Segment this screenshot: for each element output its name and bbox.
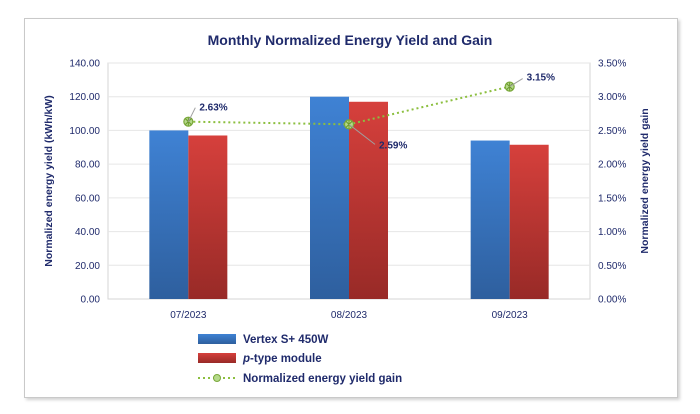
bar-vertex [149, 130, 189, 299]
y2-tick-label: 2.00% [598, 160, 626, 171]
y-tick-label: 60.00 [75, 193, 100, 204]
chart-title: Monthly Normalized Energy Yield and Gain [208, 32, 493, 48]
bar-ptype [349, 101, 388, 300]
y2-tick-label: 2.50% [598, 126, 626, 137]
x-tick-label: 07/2023 [170, 310, 207, 321]
y2-axis-label: Normalized energy yield gain [639, 108, 651, 253]
y-tick-label: 80.00 [75, 160, 100, 171]
y-tick-label: 40.00 [75, 227, 100, 238]
gain-data-label: 3.15% [527, 73, 555, 84]
y2-tick-label: 3.00% [598, 92, 626, 103]
y2-tick-label: 3.50% [598, 59, 626, 70]
legend-label: Vertex S+ 450W [243, 334, 328, 346]
data-label-leader [509, 78, 523, 88]
bar-ptype [509, 144, 549, 299]
gain-marker-star [184, 117, 192, 126]
gain-data-label: 2.63% [199, 103, 227, 114]
gain-data-label: 2.59% [379, 140, 407, 151]
y-tick-label: 100.00 [69, 126, 100, 137]
bar-vertex [470, 140, 510, 299]
y2-tick-label: 1.00% [598, 227, 626, 238]
legend-swatch-gain-marker [213, 374, 221, 382]
y-axis-label: Normalized energy yield (kWh/kW) [43, 95, 55, 267]
y2-tick-label: 1.50% [598, 193, 626, 204]
legend-label: Normalized energy yield gain [243, 373, 402, 385]
data-label-leader [187, 107, 196, 122]
y2-tick-label: 0.50% [598, 261, 626, 272]
legend-swatch-ptype [198, 353, 236, 363]
legend-label: p-type module [242, 353, 322, 365]
data-label-leader [348, 123, 376, 145]
legend-swatch-vertex [198, 334, 236, 344]
x-tick-label: 09/2023 [492, 310, 529, 321]
y-tick-label: 120.00 [69, 92, 100, 103]
bar-vertex [310, 96, 349, 299]
y-tick-label: 0.00 [81, 295, 101, 306]
x-tick-label: 08/2023 [331, 310, 368, 321]
y-tick-label: 140.00 [69, 59, 100, 70]
y-tick-label: 20.00 [75, 261, 100, 272]
bar-ptype [188, 135, 228, 299]
y2-tick-label: 0.00% [598, 295, 626, 306]
